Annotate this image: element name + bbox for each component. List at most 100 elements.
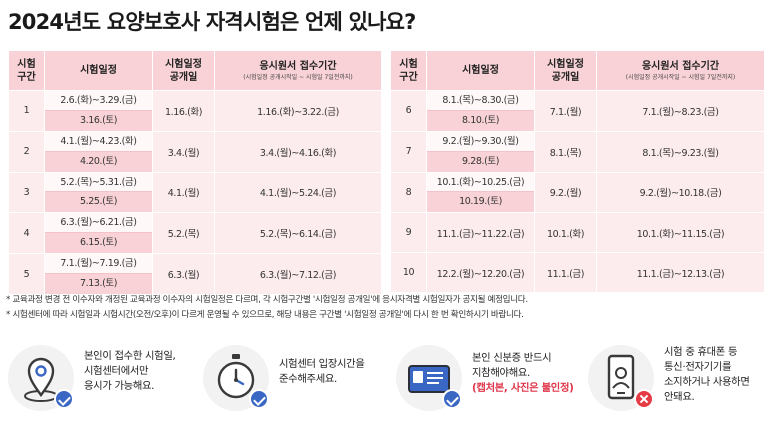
period-range: 8.1.(목)~8.30.(금) (427, 91, 534, 111)
tip-line: 시험센터 입장시간을 (279, 358, 365, 370)
period-cell: 9.2.(월)~9.30.(월) 9.28.(토) (426, 130, 535, 173)
id-card-icon (408, 365, 450, 393)
tip-line: 본인이 접수한 시험일, (84, 350, 176, 362)
announce-cell: 1.16.(화) (152, 90, 215, 132)
round-cell: 9 (390, 212, 427, 254)
period-written-date: 4.20.(토) (45, 151, 152, 172)
header-announce-line1: 시험일정 (547, 58, 584, 70)
apply-period-cell: 5.2.(목)~6.14.(금) (214, 212, 382, 255)
announce-cell: 5.2.(목) (152, 212, 215, 255)
period-range: 4.1.(월)~4.23.(화) (45, 131, 152, 152)
tip-line: 안돼요. (664, 391, 695, 403)
period-cell: 6.3.(월)~6.21.(금) 6.15.(토) (44, 212, 153, 255)
table-row: 9 11.1.(금)~11.22.(금) 10.1.(화) 10.1.(화)~11.1… (390, 212, 765, 254)
round-cell: 7 (390, 130, 427, 173)
table-row: 10 12.2.(월)~12.20.(금) 11.1.(금) 11.1.(금)~12.… (390, 252, 765, 293)
round-cell: 3 (8, 171, 45, 214)
tips-section: 본인이 접수한 시험일, 시험센터에서만 응시가 가능해요. 시험센터 입장시간… (0, 345, 773, 425)
note-1: * 교육과정 변경 전 이수자와 개정된 교육과정 이수자의 시험일정은 다르며… (6, 295, 528, 305)
header-round-line1: 시험 (17, 58, 36, 70)
note-2: * 시험센터에 따라 시험일과 시험시간(오전/오후)이 다르게 운영될 수 있… (6, 310, 524, 320)
apply-period-cell: 1.16.(화)~3.22.(금) (214, 90, 382, 132)
header-apply: 응시원서 접수기간 (시험일정 공개시작일 ~ 시험일 7일전까지) (596, 50, 765, 91)
table-row: 1 2.6.(화)~3.29.(금) 3.16.(토) 1.16.(화) 1.16.(화… (8, 90, 382, 132)
period-cell: 11.1.(금)~11.22.(금) (426, 212, 535, 254)
apply-period-cell: 8.1.(목)~9.23.(월) (596, 130, 765, 173)
period-written-date: 5.25.(토) (45, 192, 152, 213)
header-apply-label: 응시원서 접수기간 (259, 60, 337, 72)
period-range: 2.6.(화)~3.29.(금) (45, 91, 152, 111)
table-row: 6 8.1.(목)~8.30.(금) 8.10.(토) 7.1.(월) 7.1.(월)~… (390, 90, 765, 132)
apply-period-cell: 10.1.(화)~11.15.(금) (596, 212, 765, 254)
apply-period-cell: 9.2.(월)~10.18.(금) (596, 171, 765, 214)
period-cell: 5.2.(목)~5.31.(금) 5.25.(토) (44, 171, 153, 214)
header-apply-sub: (시험일정 공개시작일 ~ 시험일 7일전까지) (243, 73, 353, 81)
page-title: 2024년도 요양보호사 자격시험은 언제 있나요? (8, 10, 416, 34)
header-apply-label: 응시원서 접수기간 (641, 60, 720, 72)
header-apply: 응시원서 접수기간 (시험일정 공개시작일 ~ 시험일 7일전까지) (214, 50, 382, 91)
notes: * 교육과정 변경 전 이수자와 개정된 교육과정 이수자의 시험일정은 다르며… (6, 293, 528, 323)
tip-line: 시험센터에서만 (84, 365, 149, 377)
round-cell: 1 (8, 90, 45, 132)
tip-line: 시험 중 휴대폰 등 (664, 346, 738, 358)
table-header-row: 시험 구간 시험일정 시험일정 공개일 응시원서 접수기간 (시험일정 공개시작일 ~… (8, 50, 382, 91)
period-written-date: 8.10.(토) (427, 110, 534, 131)
period-written-date: 10.19.(토) (427, 192, 534, 213)
table-row: 4 6.3.(월)~6.21.(금) 6.15.(토) 5.2.(목) 5.2.(목)~… (8, 212, 382, 255)
tip-icon-circle (8, 345, 74, 411)
header-period: 시험일정 (426, 50, 535, 91)
period-range: 10.1.(화)~10.25.(금) (427, 172, 534, 193)
period-cell: 2.6.(화)~3.29.(금) 3.16.(토) (44, 90, 153, 132)
announce-cell: 9.2.(월) (534, 171, 597, 214)
table-row: 2 4.1.(월)~4.23.(화) 4.20.(토) 3.4.(월) 3.4.(월)~… (8, 130, 382, 173)
schedule-table-left: 시험 구간 시험일정 시험일정 공개일 응시원서 접수기간 (시험일정 공개시작일 ~… (8, 50, 382, 295)
period-cell: 10.1.(화)~10.25.(금) 10.19.(토) (426, 171, 535, 214)
period-cell: 12.2.(월)~12.20.(금) (426, 252, 535, 293)
header-round: 시험 구간 (390, 50, 427, 91)
period-written-date: 7.13.(토) (45, 274, 152, 294)
tip-highlight: (캡처본, 사진은 불인정) (472, 382, 574, 394)
header-announce: 시험일정 공개일 (534, 50, 597, 91)
announce-cell: 8.1.(목) (534, 130, 597, 173)
header-round-line2: 구간 (17, 71, 36, 83)
header-announce: 시험일정 공개일 (152, 50, 215, 91)
tip-text: 본인이 접수한 시험일, 시험센터에서만 응시가 가능해요. (84, 349, 176, 394)
period-cell: 7.1.(월)~7.19.(금) 7.13.(토) (44, 253, 153, 295)
apply-period-cell: 6.3.(월)~7.12.(금) (214, 253, 382, 295)
period-cell: 4.1.(월)~4.23.(화) 4.20.(토) (44, 130, 153, 173)
round-cell: 5 (8, 253, 45, 295)
check-icon (249, 389, 269, 409)
period-range: 6.3.(월)~6.21.(금) (45, 213, 152, 234)
header-round: 시험 구간 (8, 50, 45, 91)
round-cell: 2 (8, 130, 45, 173)
period-range: 5.2.(목)~5.31.(금) (45, 172, 152, 193)
header-period: 시험일정 (44, 50, 153, 91)
check-icon (442, 389, 462, 409)
header-round-line2: 구간 (399, 71, 418, 83)
tip-line: 지참해야해요. (472, 367, 531, 379)
round-cell: 6 (390, 90, 427, 132)
announce-cell: 4.1.(월) (152, 171, 215, 214)
header-announce-line2: 공개일 (169, 71, 198, 83)
apply-period-cell: 11.1.(금)~12.13.(금) (596, 252, 765, 293)
schedule-table-right: 시험 구간 시험일정 시험일정 공개일 응시원서 접수기간 (시험일정 공개시작일 ~… (390, 50, 765, 293)
period-written-date: 3.16.(토) (45, 110, 152, 131)
apply-period-cell: 7.1.(월)~8.23.(금) (596, 90, 765, 132)
round-cell: 10 (390, 252, 427, 293)
round-cell: 4 (8, 212, 45, 255)
prohibited-icon (634, 389, 654, 409)
header-announce-line1: 시험일정 (165, 58, 202, 70)
stopwatch-icon (217, 354, 255, 399)
announce-cell: 3.4.(월) (152, 130, 215, 173)
announce-cell: 7.1.(월) (534, 90, 597, 132)
period-range: 7.1.(월)~7.19.(금) (45, 254, 152, 275)
period-range: 9.2.(월)~9.30.(월) (427, 131, 534, 152)
header-round-line1: 시험 (399, 58, 418, 70)
period-cell: 8.1.(목)~8.30.(금) 8.10.(토) (426, 90, 535, 132)
apply-period-cell: 3.4.(월)~4.16.(화) (214, 130, 382, 173)
tip-text: 시험 중 휴대폰 등 통신·전자기기를 소지하거나 사용하면 안돼요. (664, 345, 750, 405)
tip-line: 응시가 가능해요. (84, 380, 155, 392)
announce-cell: 6.3.(월) (152, 253, 215, 295)
period-written-date: 9.28.(토) (427, 151, 534, 172)
apply-period-cell: 4.1.(월)~5.24.(금) (214, 171, 382, 214)
